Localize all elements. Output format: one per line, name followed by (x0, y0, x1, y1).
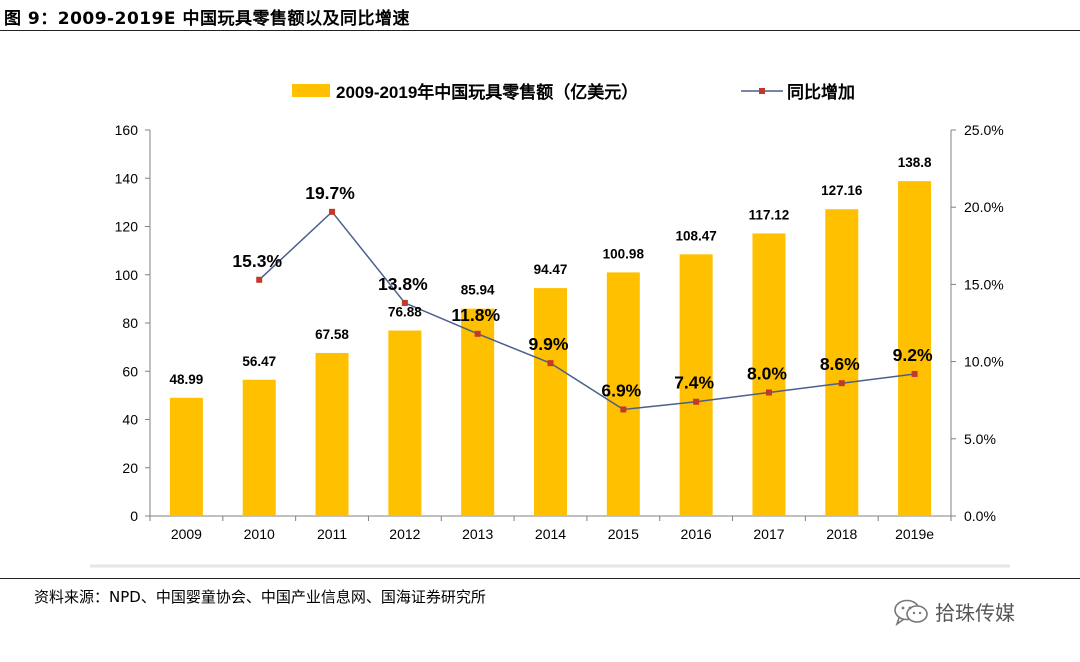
legend-label-growth: 同比增加 (787, 82, 855, 102)
top-rule (0, 30, 1080, 31)
legend-swatch-retail (292, 84, 330, 97)
growth-line (258, 210, 915, 411)
growth-marker-2010 (256, 276, 263, 283)
x-axis-tick-label: 2011 (317, 526, 347, 542)
watermark-text: 拾珠传媒 (935, 601, 1015, 625)
bar-2009 (169, 397, 203, 516)
bar-2014 (534, 288, 567, 516)
growth-value-label: 8.0% (747, 363, 787, 383)
right-axis-tick-label: 10.0% (964, 354, 1004, 370)
figure-title: 图 9：2009-2019E 中国玩具零售额以及同比增速 (4, 9, 410, 29)
growth-marker-2016 (693, 398, 700, 405)
x-axis-tick-label: 2010 (244, 526, 275, 542)
chart-legend: 2009-2019年中国玩具零售额（亿美元） 同比增加 (292, 82, 855, 102)
growth-marker-2018 (838, 380, 845, 387)
x-axis-tick-label: 2016 (681, 526, 712, 542)
bar-2018 (825, 209, 859, 516)
wechat-icon (894, 599, 928, 626)
bar-value-label: 48.99 (170, 372, 204, 387)
growth-value-label: 8.6% (820, 354, 860, 374)
left-axis-tick-label: 80 (122, 315, 138, 331)
bar-2016 (679, 254, 713, 516)
x-axis-tick-label: 2013 (462, 526, 493, 542)
growth-value-label: 19.7% (305, 183, 355, 203)
source-note: 资料来源：NPD、中国婴童协会、中国产业信息网、国海证券研究所 (34, 588, 486, 606)
bar-value-label: 108.47 (675, 228, 716, 243)
right-axis-tick-label: 5.0% (964, 431, 996, 447)
legend-swatch-growth-marker (759, 88, 765, 94)
bar-value-label: 100.98 (603, 246, 645, 261)
bar-2017 (752, 233, 786, 516)
left-axis-tick-label: 100 (115, 267, 139, 283)
right-axis-tick-label: 20.0% (964, 199, 1004, 215)
left-axis-tick-label: 140 (115, 170, 139, 186)
growth-value-label: 9.2% (893, 345, 933, 365)
growth-marker-2012 (401, 299, 408, 306)
left-axis-tick-label: 0 (130, 508, 138, 524)
left-axis-tick-label: 40 (122, 412, 138, 428)
bar-2010 (242, 379, 276, 516)
bottom-rule (0, 578, 1080, 579)
chart-axes: 0 20 40 60 80 100 120 140 160 0.0% 5.0% 10.0% 15.0% 2… (115, 122, 1004, 542)
growth-marker-2017 (765, 389, 772, 396)
bar-2012 (388, 330, 422, 516)
bar-value-label: 67.58 (315, 327, 349, 342)
x-axis-tick-label: 2015 (608, 526, 639, 542)
x-axis-tick-label: 2009 (171, 526, 202, 542)
growth-value-label: 15.3% (232, 251, 282, 271)
growth-value-label: 11.8% (451, 305, 500, 325)
bar-value-label: 56.47 (242, 354, 276, 369)
growth-value-label: 13.8% (378, 274, 428, 294)
growth-marker-2019e (911, 370, 918, 377)
growth-marker-2011 (329, 208, 336, 215)
x-axis-tick-label: 2019e (895, 526, 934, 542)
bar-2013 (461, 308, 495, 516)
bar-series (169, 181, 932, 516)
growth-line-series (256, 208, 918, 413)
x-axis-tick-label: 2018 (826, 526, 857, 542)
bar-2019e (898, 181, 932, 516)
growth-value-label: 7.4% (674, 373, 714, 393)
chart: 2009-2019年中国玩具零售额（亿美元） 同比增加 0 20 40 60 80 100… (90, 82, 1010, 568)
bar-value-label: 138.8 (898, 155, 932, 170)
x-axis-tick-label: 2014 (535, 526, 566, 542)
right-axis-tick-label: 0.0% (964, 508, 996, 524)
left-axis-tick-label: 60 (122, 363, 138, 379)
growth-value-label: 9.9% (529, 334, 569, 354)
growth-value-label: 6.9% (601, 380, 641, 400)
legend-label-retail: 2009-2019年中国玩具零售额（亿美元） (336, 82, 638, 102)
left-axis-tick-label: 160 (115, 122, 139, 138)
x-axis-tick-label: 2012 (389, 526, 420, 542)
bar-value-label: 117.12 (749, 207, 790, 222)
bar-value-label: 94.47 (534, 262, 568, 277)
right-axis-tick-label: 15.0% (964, 276, 1004, 292)
bar-2011 (315, 352, 349, 516)
bar-2015 (606, 272, 640, 516)
growth-marker-2014 (547, 360, 554, 367)
watermark: 拾珠传媒 (893, 597, 1015, 626)
data-labels: 48.99 56.47 67.58 76.88 85.94 94.47 100.98 108.… (170, 155, 933, 400)
left-axis-tick-label: 20 (122, 460, 138, 476)
growth-marker-2015 (620, 406, 627, 413)
bar-value-label: 127.16 (821, 183, 863, 198)
growth-marker-2013 (474, 330, 481, 337)
bar-value-label: 85.94 (461, 283, 495, 298)
left-axis-tick-label: 120 (115, 219, 139, 235)
right-axis-tick-label: 25.0% (964, 122, 1004, 138)
x-axis-tick-label: 2017 (753, 526, 784, 542)
bar-value-label: 76.88 (388, 305, 422, 320)
